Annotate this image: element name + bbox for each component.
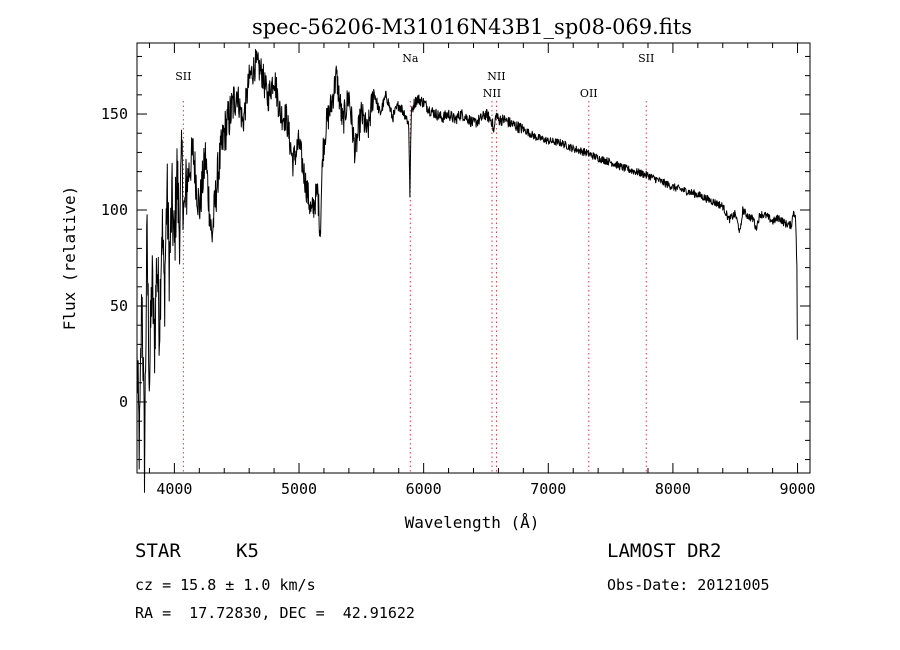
line-marker-label: SII	[175, 70, 191, 83]
spectrum-series	[136, 49, 798, 493]
line-marker-label: NII	[487, 70, 505, 83]
x-tick-label: 4000	[156, 480, 192, 498]
line-marker-label: Na	[402, 52, 419, 65]
sky-coordinates: RA = 17.72830, DEC = 42.91622	[135, 604, 415, 622]
x-axis-label: Wavelength (Å)	[405, 513, 540, 532]
line-marker-label: NII	[483, 87, 501, 100]
redshift-velocity: cz = 15.8 ± 1.0 km/s	[135, 576, 316, 594]
axes: 4000 5000 6000 7000 8000 9000 0 50 100 150	[101, 43, 816, 498]
object-class: STAR	[135, 540, 181, 562]
chart-title: spec-56206-M31016N43B1_sp08-069.fits	[252, 15, 692, 39]
line-marker-label: OII	[580, 87, 598, 100]
y-tick-label: 0	[119, 393, 128, 411]
object-subclass: K5	[236, 540, 259, 562]
y-tick-label: 50	[110, 297, 128, 315]
x-tick-label: 9000	[779, 480, 815, 498]
y-tick-label: 100	[101, 201, 128, 219]
x-tick-label: 8000	[655, 480, 691, 498]
x-tick-label: 6000	[406, 480, 442, 498]
x-tick-label: 5000	[281, 480, 317, 498]
x-tick-label: 7000	[530, 480, 566, 498]
y-tick-label: 150	[101, 105, 128, 123]
line-marker-label: SII	[638, 52, 654, 65]
spectrum-line	[136, 49, 798, 493]
emission-line-markers: SII Na NII NII OII SII	[175, 52, 654, 473]
y-axis-label: Flux (relative)	[60, 186, 79, 331]
plot-frame	[136, 42, 811, 474]
survey-name: LAMOST DR2	[607, 540, 722, 562]
observation-date: Obs-Date: 20121005	[607, 576, 770, 594]
